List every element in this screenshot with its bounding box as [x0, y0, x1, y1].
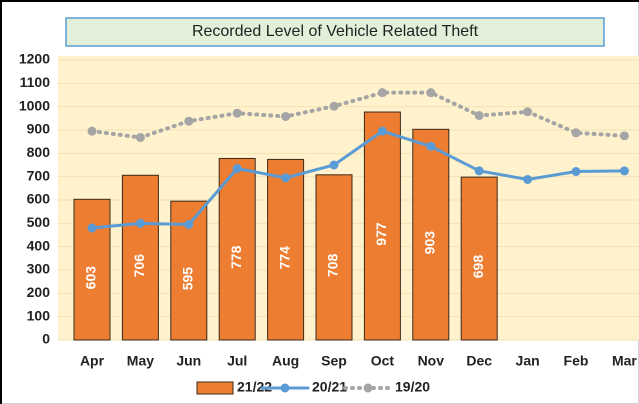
y-tick-label: 800	[27, 144, 51, 160]
y-tick-label: 900	[27, 121, 51, 137]
x-tick-label: Sep	[321, 353, 347, 369]
data-label: 903	[422, 231, 438, 255]
x-tick-label: Jan	[516, 353, 540, 369]
y-tick-label: 600	[27, 191, 51, 207]
line-marker	[184, 220, 194, 229]
line-marker	[377, 126, 387, 136]
line-marker	[377, 88, 387, 98]
bar	[412, 128, 450, 341]
data-label: 698	[470, 255, 486, 279]
y-tick-label: 200	[27, 284, 51, 300]
y-tick-label: 1100	[20, 74, 51, 90]
line-marker	[523, 174, 533, 184]
data-label: 603	[83, 266, 99, 290]
line-marker	[87, 223, 97, 233]
y-tick-label: 700	[27, 167, 51, 183]
data-label: 708	[325, 254, 341, 278]
line-marker	[135, 132, 145, 142]
line-marker	[619, 131, 629, 141]
y-tick-label: 1000	[19, 97, 50, 113]
legend-label: 21/22	[237, 379, 272, 395]
line-marker	[426, 141, 436, 151]
chart-title: Recorded Level of Vehicle Related Theft	[192, 23, 479, 40]
data-label: 977	[373, 222, 389, 246]
legend-swatch	[196, 381, 234, 395]
y-tick-label: 100	[27, 307, 51, 323]
data-label: 595	[180, 267, 196, 291]
line-marker	[135, 218, 145, 228]
x-tick-label: Oct	[371, 353, 395, 369]
line-marker	[184, 116, 194, 126]
bar	[315, 174, 353, 341]
line-marker	[426, 88, 436, 98]
x-tick-label: Apr	[80, 353, 105, 369]
data-label: 774	[276, 246, 292, 270]
line-marker	[281, 173, 291, 183]
line-marker	[571, 128, 581, 138]
x-tick-label: May	[127, 353, 154, 369]
line-marker	[281, 111, 291, 121]
line-marker	[619, 166, 629, 176]
legend-marker	[363, 383, 373, 393]
line-marker	[523, 107, 533, 117]
legend-marker	[280, 383, 290, 393]
line-marker	[232, 164, 242, 173]
line-marker	[571, 167, 581, 177]
y-tick-label: 500	[27, 214, 51, 230]
legend-label: 19/20	[395, 379, 430, 395]
line-marker	[329, 101, 339, 111]
line	[90, 129, 626, 230]
y-tick-label: 0	[42, 331, 50, 347]
data-label: 778	[228, 245, 244, 269]
line-marker	[87, 126, 97, 136]
legend-label: 20/21	[312, 379, 347, 395]
line-marker	[474, 166, 484, 176]
title-box	[65, 17, 605, 47]
y-tick-label: 400	[27, 237, 51, 253]
data-label: 706	[131, 254, 147, 278]
bar	[460, 176, 498, 341]
bar	[363, 111, 401, 341]
x-tick-label: Mar	[612, 353, 637, 369]
x-tick-label: Jul	[227, 353, 247, 369]
x-tick-label: Nov	[418, 353, 445, 369]
x-tick-label: Dec	[466, 353, 492, 369]
bar	[121, 174, 159, 341]
bar	[73, 198, 111, 341]
line-marker	[474, 111, 484, 121]
dotted-line	[90, 90, 627, 140]
y-tick-label: 1200	[19, 51, 50, 67]
y-tick-label: 300	[27, 261, 51, 277]
x-tick-label: Aug	[272, 353, 299, 369]
x-tick-label: Jun	[176, 353, 201, 369]
line-marker	[329, 160, 339, 170]
line-marker	[232, 108, 242, 118]
bar	[218, 157, 256, 341]
x-tick-label: Feb	[564, 353, 589, 369]
bar	[267, 158, 305, 341]
